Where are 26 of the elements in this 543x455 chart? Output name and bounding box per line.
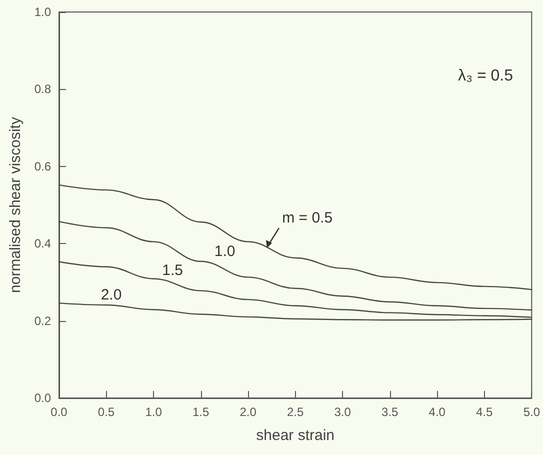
x-tick-label: 5.0 bbox=[523, 405, 540, 419]
y-axis-title: normalised shear viscosity bbox=[7, 116, 24, 293]
annotation: λ₃ = 0.5 bbox=[458, 68, 514, 84]
y-tick-label: 0.6 bbox=[34, 159, 52, 174]
x-axis-title: shear strain bbox=[256, 427, 335, 444]
x-tick-label: 4.0 bbox=[428, 405, 446, 419]
series-label: 1.5 bbox=[162, 262, 183, 280]
y-tick-label: 0.0 bbox=[34, 391, 52, 405]
x-tick-label: 4.5 bbox=[476, 405, 494, 419]
x-tick-label: 3.5 bbox=[382, 405, 399, 419]
y-tick-label: 1.0 bbox=[34, 5, 52, 19]
x-tick-label: 2.5 bbox=[286, 405, 304, 419]
line-series bbox=[58, 221, 532, 311]
x-tick-label: 2.0 bbox=[240, 405, 257, 419]
series-label: 1.0 bbox=[214, 242, 236, 260]
x-tick-label: 1.5 bbox=[192, 405, 210, 419]
series-label: m = 0.5 bbox=[282, 209, 333, 226]
y-tick-label: 0.2 bbox=[34, 314, 52, 328]
x-tick-label: 1.0 bbox=[145, 405, 162, 419]
x-tick-label: 3.0 bbox=[334, 405, 352, 419]
y-tick-label: 0.4 bbox=[34, 236, 52, 251]
y-tick-label: 0.8 bbox=[34, 82, 52, 96]
x-tick-label: 0.0 bbox=[50, 405, 68, 419]
series-label: 2.0 bbox=[100, 286, 122, 304]
line-series bbox=[58, 184, 532, 290]
x-tick-label: 0.5 bbox=[98, 405, 115, 419]
